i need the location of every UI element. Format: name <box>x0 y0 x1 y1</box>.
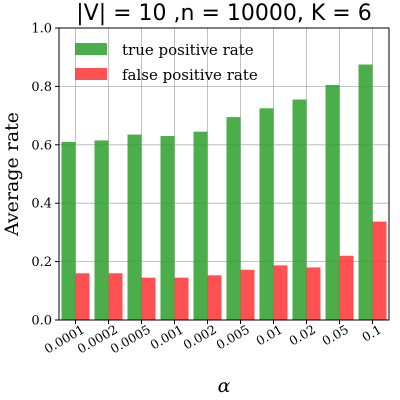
bar-false-positive <box>372 221 387 320</box>
y-tick-label: 0.0 <box>31 314 52 329</box>
bar-false-positive <box>240 269 255 320</box>
legend-label-false-positive: false positive rate <box>122 66 258 84</box>
y-axis-title: Average rate <box>1 112 23 237</box>
y-tick-label: 0.4 <box>31 197 52 212</box>
bar-true-positive <box>61 141 76 320</box>
y-tick-label: 1.0 <box>31 22 52 37</box>
bar-false-positive <box>339 255 354 320</box>
legend-swatch-true-positive <box>75 43 107 55</box>
bar-true-positive <box>358 64 373 320</box>
bar-true-positive <box>193 131 208 320</box>
x-tick-label: 0.1 <box>359 322 384 345</box>
y-tick-label: 0.2 <box>31 255 52 270</box>
bars <box>61 64 387 320</box>
x-tick-label: 0.05 <box>319 322 351 349</box>
legend-label-true-positive: true positive rate <box>122 41 254 59</box>
y-tick-label: 0.8 <box>31 80 52 95</box>
y-tick-label: 0.6 <box>31 138 52 153</box>
x-tick-label: 0.01 <box>253 322 285 349</box>
x-tick-label: 0.002 <box>180 322 219 353</box>
bar-false-positive <box>306 267 321 320</box>
bar-false-positive <box>108 273 123 320</box>
x-tick-label: 0.001 <box>147 322 186 353</box>
bar-true-positive <box>226 117 241 320</box>
bar-true-positive <box>94 140 109 320</box>
bar-false-positive <box>207 275 222 320</box>
bar-true-positive <box>127 134 142 320</box>
legend-swatch-false-positive <box>75 68 107 80</box>
plot-frame <box>58 27 390 321</box>
x-tick-label: 0.005 <box>213 322 252 353</box>
chart-title: |V| = 10 ,n = 10000, K = 6 <box>76 1 371 26</box>
bar-true-positive <box>259 108 274 320</box>
y-axis-ticks: 0.0 0.2 0.4 0.6 0.8 1.0 <box>31 22 59 329</box>
bar-false-positive <box>273 265 288 320</box>
legend: true positive rate false positive rate <box>75 41 258 84</box>
bar-true-positive <box>325 84 340 320</box>
bar-false-positive <box>141 277 156 320</box>
x-tick-label: 0.02 <box>286 322 318 349</box>
bar-false-positive <box>174 277 189 320</box>
bar-true-positive <box>292 99 307 320</box>
x-axis-title: α <box>218 375 231 397</box>
bar-true-positive <box>160 136 175 320</box>
bar-false-positive <box>75 273 90 320</box>
